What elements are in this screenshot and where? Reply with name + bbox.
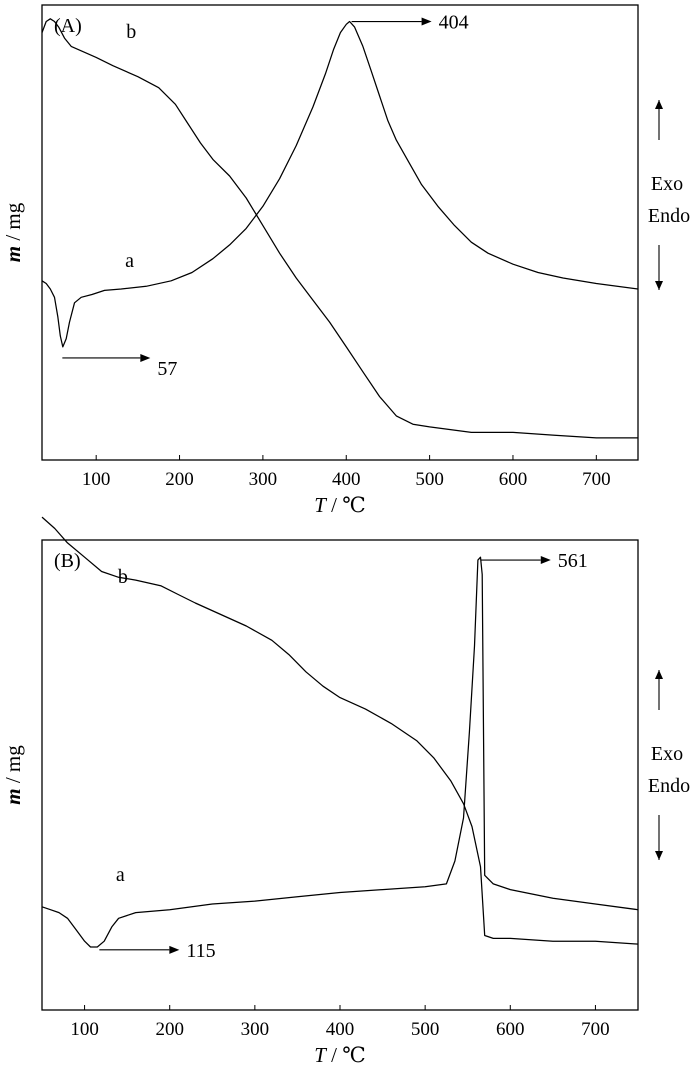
x-tick-label: 600	[499, 469, 528, 490]
x-axis-label: T / ℃	[314, 1043, 366, 1067]
endo-label: Endo	[648, 205, 690, 227]
x-tick-label: 400	[332, 469, 361, 490]
exo-label: Exo	[651, 743, 683, 765]
x-tick-label: 100	[70, 1019, 99, 1040]
x-tick-label: 300	[249, 469, 278, 490]
x-tick-label: 300	[241, 1019, 270, 1040]
panel-label: (B)	[54, 550, 81, 572]
x-tick-label: 500	[411, 1019, 440, 1040]
x-tick-label: 200	[165, 469, 194, 490]
chart-panel-b: (B) 100 200 300 400 500 600 700 T / ℃ m / mg Exo En…	[1, 516, 690, 1067]
series-b-label: b	[118, 566, 128, 588]
x-tick-label: 500	[415, 469, 444, 490]
exo-label: Exo	[651, 173, 683, 195]
annotation-arrowhead	[540, 556, 551, 565]
x-tick-label: 700	[582, 469, 611, 490]
x-tick-label: 700	[581, 1019, 610, 1040]
annotation-label: 115	[186, 940, 215, 962]
plot-frame	[41, 539, 639, 1011]
series-a-line	[41, 556, 639, 948]
x-tick-label: 200	[155, 1019, 184, 1040]
y-axis-label: m / mg	[1, 745, 25, 805]
annotation-arrowhead	[421, 17, 432, 26]
x-tick-label: 400	[326, 1019, 355, 1040]
series-b-line	[41, 516, 639, 945]
series-a-label: a	[116, 864, 125, 886]
series-a-line	[41, 20, 639, 348]
series-b-label: b	[126, 21, 136, 43]
annotation-label: 561	[558, 550, 588, 572]
x-tick-label: 100	[82, 469, 111, 490]
plot-frame	[41, 4, 639, 461]
endo-arrowhead	[655, 851, 663, 860]
annotation-arrowhead	[169, 945, 180, 954]
y-axis-label: m / mg	[1, 202, 25, 262]
series-a-label: a	[125, 250, 134, 272]
endo-arrowhead	[655, 281, 663, 290]
annotation-label: 404	[439, 12, 469, 34]
exo-arrowhead	[655, 670, 663, 679]
endo-label: Endo	[648, 775, 690, 797]
exo-arrowhead	[655, 100, 663, 109]
annotation-arrowhead	[140, 353, 151, 362]
annotation-label: 57	[157, 358, 177, 380]
series-b-line	[41, 18, 638, 439]
x-tick-label: 600	[496, 1019, 525, 1040]
x-axis-label: T / ℃	[314, 493, 366, 517]
